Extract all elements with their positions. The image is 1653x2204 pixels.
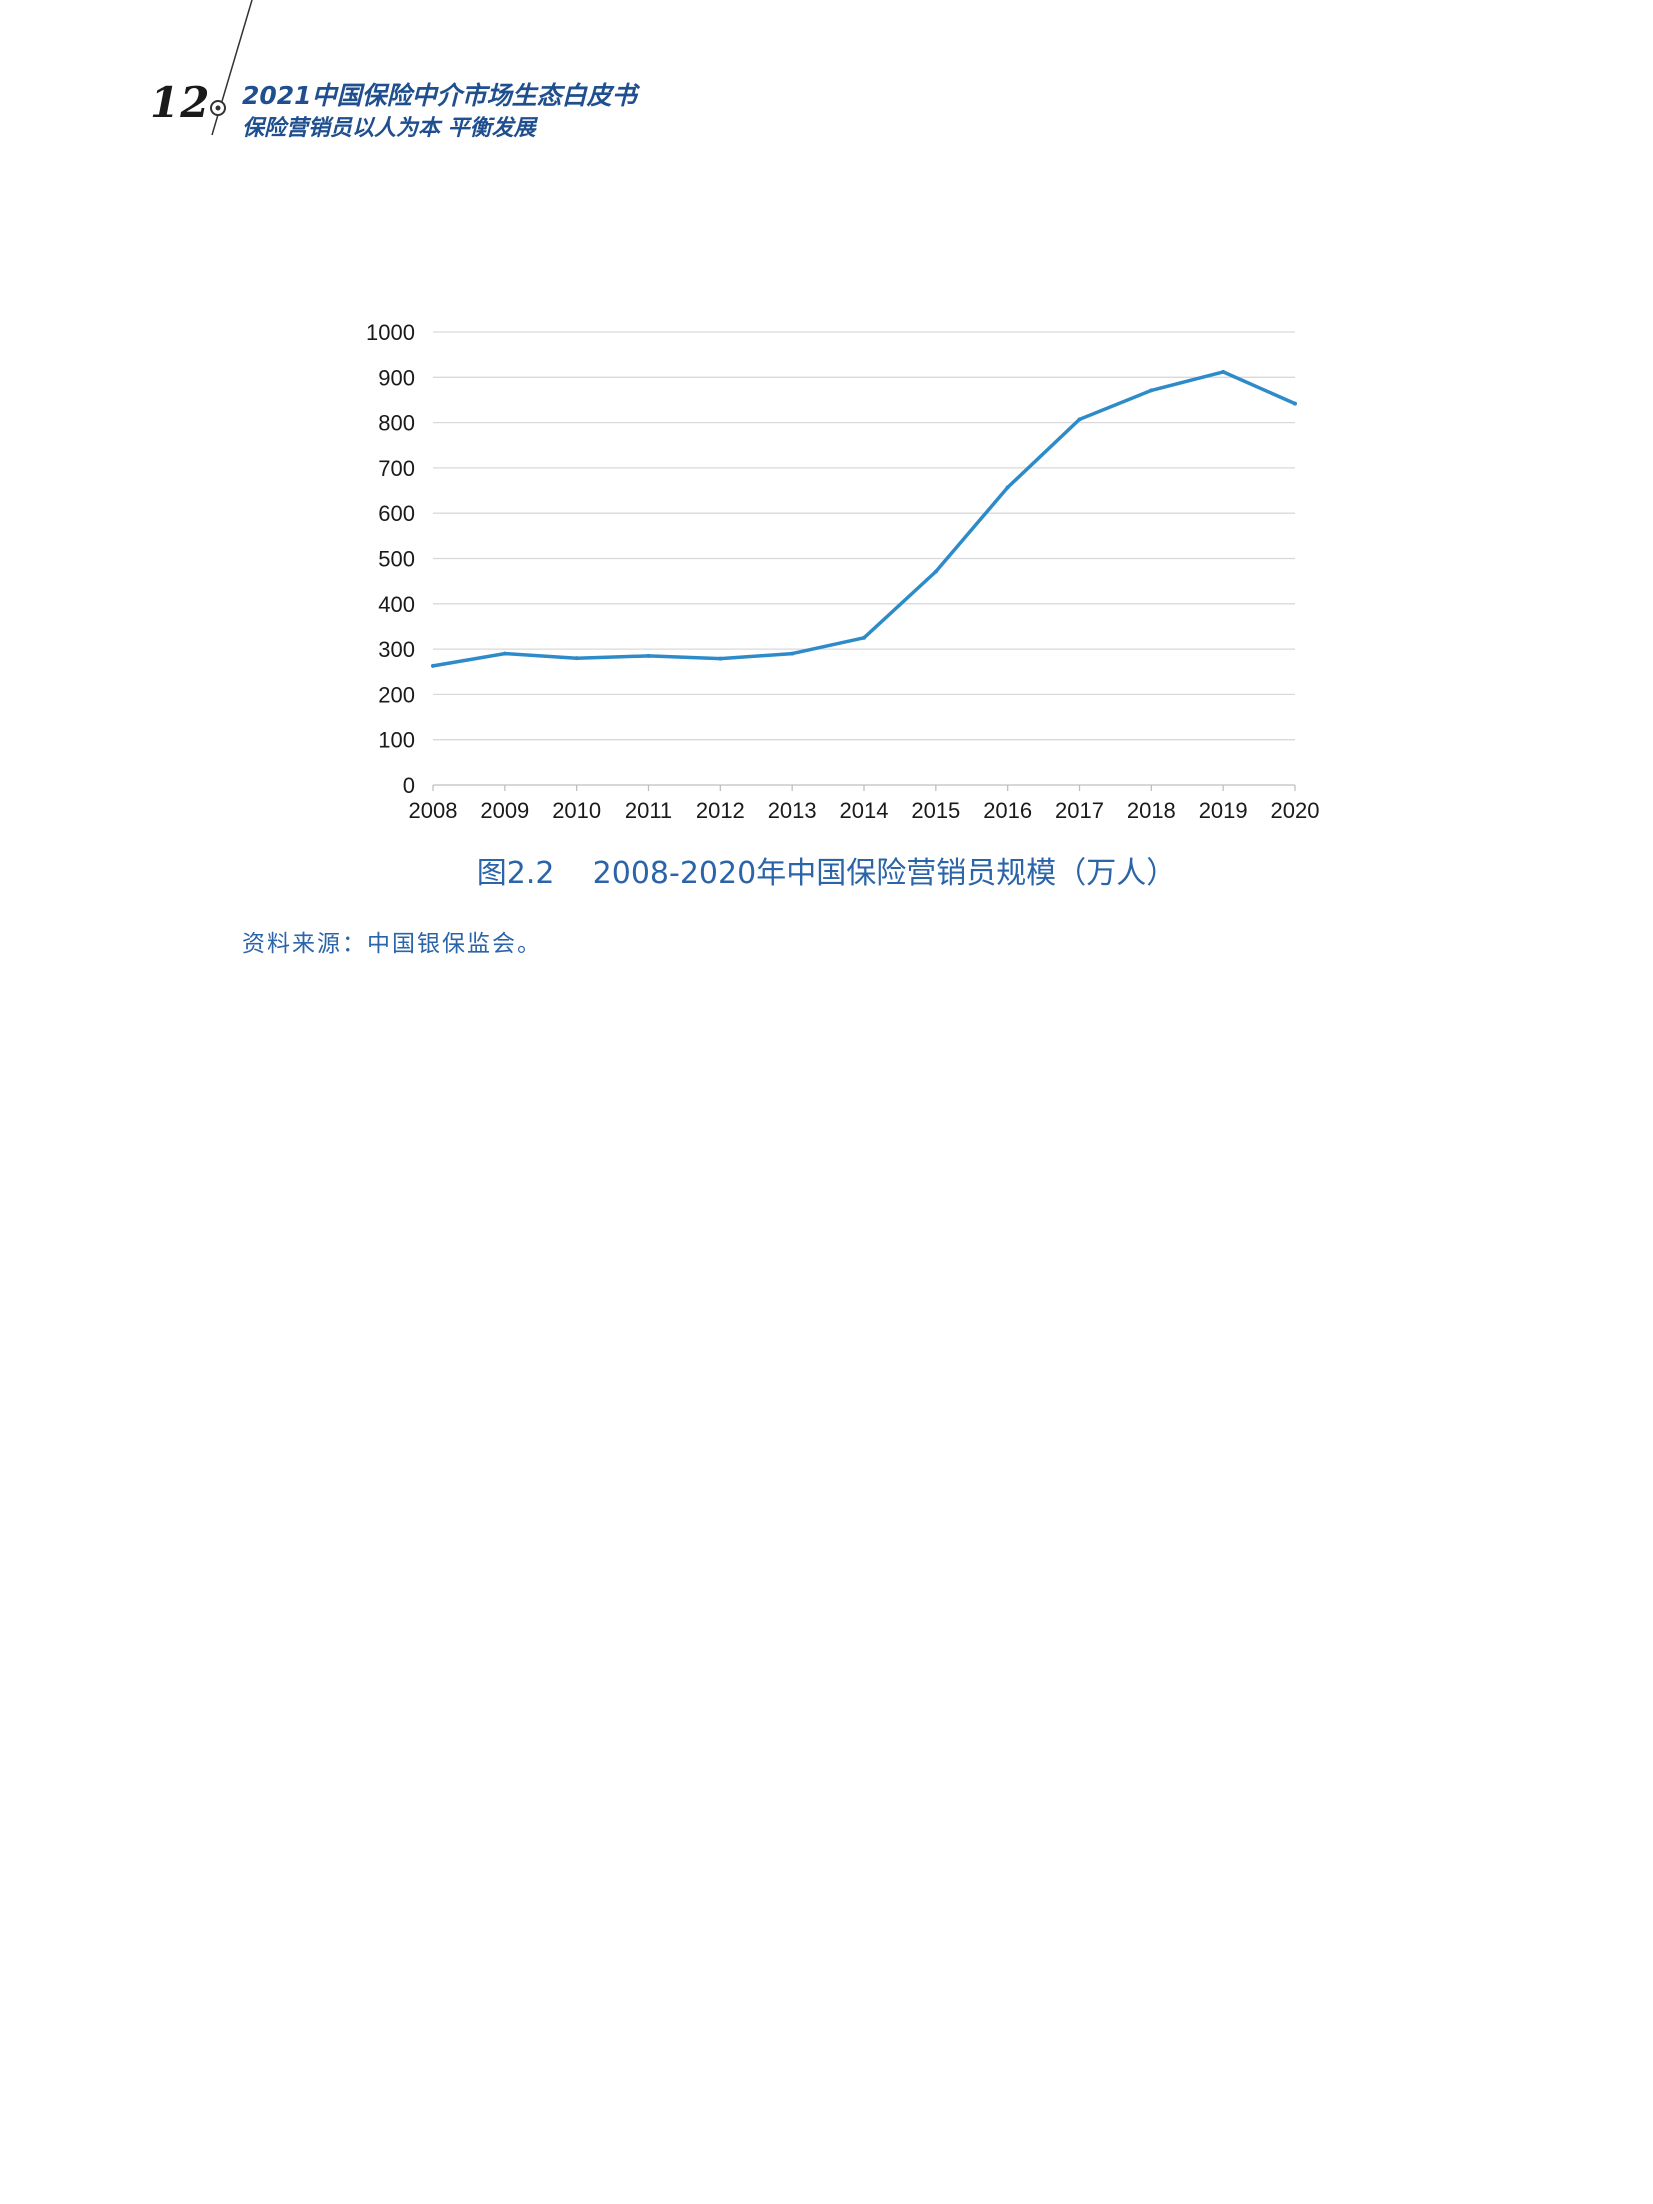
data-point — [1005, 485, 1010, 490]
x-tick-label: 2009 — [480, 798, 529, 823]
y-tick-label: 1000 — [366, 320, 415, 345]
y-tick-label: 200 — [378, 682, 415, 707]
data-point — [1293, 401, 1297, 406]
book-subtitle: 保险营销员以人为本 平衡发展 — [242, 116, 536, 141]
line-chart: 0 100 200 300 400 500 600 700 800 900 1000 2008 2009… — [340, 310, 1340, 830]
x-tick-label: 2020 — [1271, 798, 1320, 823]
x-tick-label: 2018 — [1127, 798, 1176, 823]
data-point — [790, 651, 795, 656]
y-tick-label: 100 — [378, 728, 415, 753]
x-tick-label: 2015 — [911, 798, 960, 823]
x-tick-label: 2014 — [840, 798, 889, 823]
x-tick-label: 2010 — [552, 798, 601, 823]
x-tick-label: 2008 — [409, 798, 458, 823]
x-tick-label: 2017 — [1055, 798, 1104, 823]
figure-caption: 图2.2 2008-2020年中国保险营销员规模（万人） — [0, 848, 1653, 892]
data-point — [431, 663, 435, 668]
data-point — [862, 635, 866, 640]
x-tick-label: 2019 — [1199, 798, 1248, 823]
page-number: 12 — [150, 78, 211, 127]
y-tick-label: 600 — [378, 501, 415, 526]
figure-caption-text: 2008-2020年中国保险营销员规模（万人） — [592, 856, 1177, 891]
data-point — [574, 656, 579, 661]
data-point — [646, 653, 651, 658]
x-tick-label: 2012 — [696, 798, 745, 823]
y-tick-label: 800 — [378, 411, 415, 436]
series-line — [431, 370, 1297, 668]
data-point — [1149, 388, 1154, 393]
header-decoration — [210, 0, 253, 136]
x-tick-label: 2011 — [625, 798, 672, 823]
y-tick-label: 300 — [378, 637, 415, 662]
y-tick-label: 900 — [378, 365, 415, 390]
source-note: 资料来源：中国银保监会。 — [242, 931, 542, 957]
chart-svg: 0 100 200 300 400 500 600 700 800 900 1000 2008 2009… — [366, 320, 1320, 823]
data-point — [1077, 417, 1082, 422]
y-tick-label: 700 — [378, 456, 415, 481]
y-tick-label: 0 — [403, 773, 415, 798]
x-tick-label: 2016 — [983, 798, 1032, 823]
book-title: 2021中国保险中介市场生态白皮书 — [242, 81, 637, 110]
data-point — [1221, 369, 1226, 374]
data-point — [718, 656, 723, 661]
y-tick-label: 400 — [378, 592, 415, 617]
y-tick-label: 500 — [378, 547, 415, 572]
x-tick-label: 2013 — [768, 798, 817, 823]
figure-number: 图2.2 — [476, 856, 555, 891]
data-point — [502, 651, 507, 656]
data-point — [933, 569, 938, 574]
